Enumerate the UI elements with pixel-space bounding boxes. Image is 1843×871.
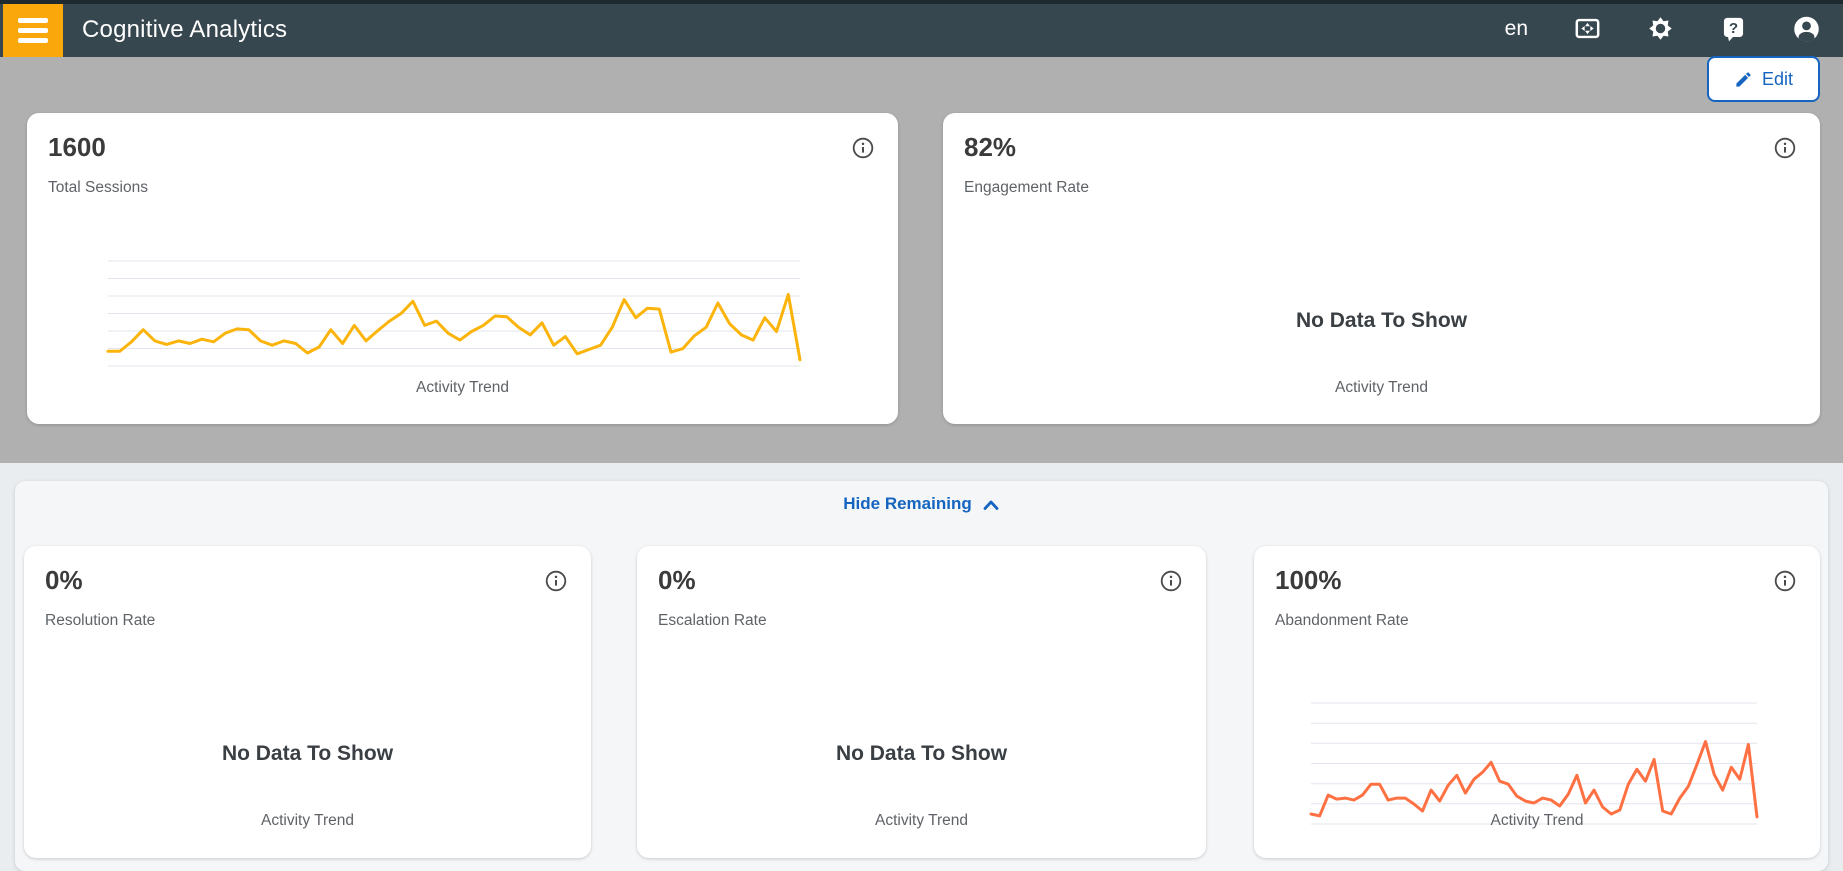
metric-label: Engagement Rate [964, 179, 1089, 196]
no-data-text: No Data To Show [221, 742, 394, 765]
metric-label: Abandonment Rate [1275, 612, 1409, 629]
hide-remaining-button[interactable]: Hide Remaining [15, 494, 1828, 514]
chart-label: Activity Trend [260, 812, 355, 829]
metric-value: 0% [45, 565, 83, 595]
no-data-text: No Data To Show [835, 742, 1008, 765]
info-icon[interactable] [852, 137, 874, 159]
metric-label: Resolution Rate [45, 612, 156, 629]
resolution-rate-card: 0% Resolution Rate No Data To Show Activ… [24, 546, 591, 858]
chevron-up-icon [983, 500, 999, 510]
metric-value: 100% [1275, 565, 1342, 595]
help-icon: ? [1723, 17, 1744, 42]
metric-label: Escalation Rate [658, 612, 767, 629]
info-icon[interactable] [1774, 137, 1796, 159]
info-icon[interactable] [1160, 570, 1182, 592]
top-navbar: Cognitive Analytics en [0, 0, 1843, 57]
fit-screen-icon [1575, 18, 1600, 39]
app-title: Cognitive Analytics [82, 16, 288, 43]
hide-remaining-label: Hide Remaining [843, 494, 972, 513]
no-data-text: No Data To Show [1295, 309, 1468, 332]
info-icon[interactable] [1774, 570, 1796, 592]
fullscreen-button[interactable] [1574, 15, 1601, 42]
metric-label: Total Sessions [48, 179, 148, 196]
account-button[interactable] [1793, 15, 1820, 42]
edit-button[interactable]: Edit [1707, 56, 1820, 102]
info-icon[interactable] [545, 570, 567, 592]
menu-button[interactable] [3, 4, 63, 57]
gear-icon [1649, 17, 1672, 40]
help-button[interactable]: ? [1720, 15, 1747, 42]
abandonment-rate-card: 100% Abandonment Rate Activity Trend [1254, 546, 1820, 858]
navbar-actions: en ? [1505, 0, 1820, 57]
chart-label: Activity Trend [415, 379, 510, 396]
metric-value: 1600 [48, 132, 106, 162]
settings-button[interactable] [1647, 15, 1674, 42]
pencil-icon [1736, 71, 1751, 87]
total-sessions-card: 1600 Total Sessions Activity Trend [27, 113, 898, 424]
window-top-border [0, 0, 1843, 4]
language-selector[interactable]: en [1504, 17, 1528, 40]
engagement-rate-card: 82% Engagement Rate No Data To Show Acti… [943, 113, 1820, 424]
chart-label: Activity Trend [1334, 379, 1429, 396]
edit-button-label: Edit [1761, 68, 1794, 89]
activity-trend-chart [106, 260, 802, 376]
escalation-rate-card: 0% Escalation Rate No Data To Show Activ… [637, 546, 1206, 858]
account-icon [1794, 16, 1819, 41]
activity-trend-chart [1309, 702, 1759, 834]
metric-value: 82% [964, 132, 1017, 162]
metric-value: 0% [658, 565, 696, 595]
chart-label: Activity Trend [1490, 812, 1584, 829]
menu-icon [18, 18, 48, 23]
chart-label: Activity Trend [874, 812, 969, 829]
help-glyph: ? [1729, 20, 1738, 37]
